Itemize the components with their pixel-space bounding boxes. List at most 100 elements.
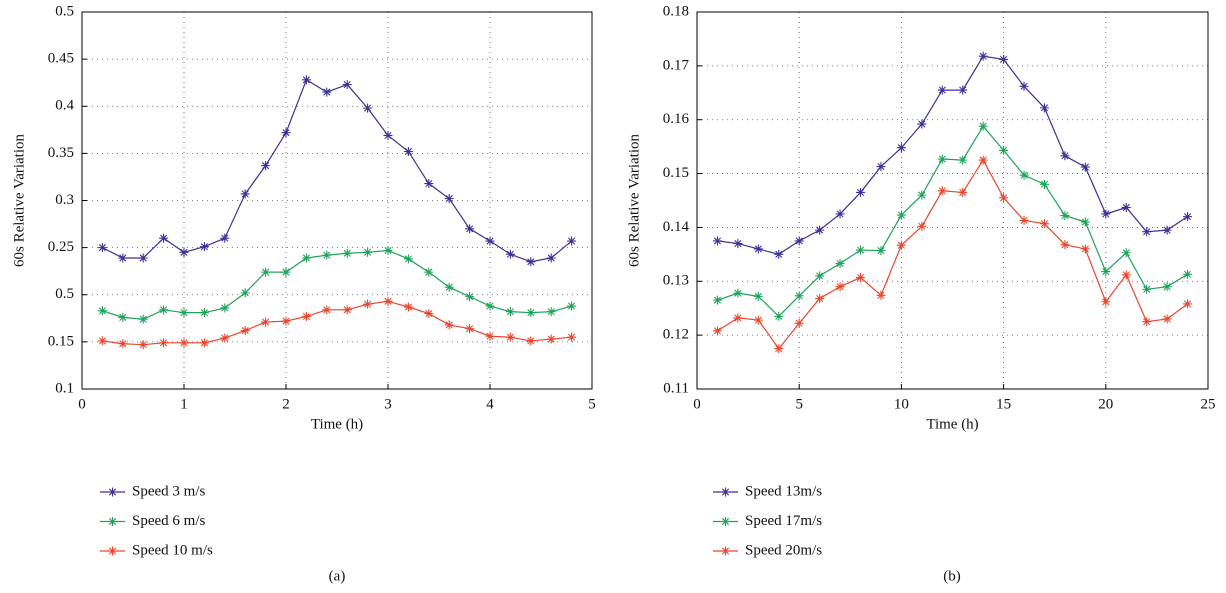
- data-marker: [917, 190, 927, 200]
- data-marker: [835, 282, 845, 292]
- data-marker: [505, 249, 515, 259]
- data-marker: [138, 253, 148, 263]
- data-marker: [1039, 219, 1049, 229]
- data-marker: [774, 249, 784, 259]
- data-marker: [159, 233, 169, 243]
- series-line: [102, 300, 572, 346]
- x-axis-label: Time (h): [311, 416, 363, 432]
- data-marker: [835, 259, 845, 269]
- data-marker: [444, 282, 454, 292]
- data-marker: [546, 253, 556, 263]
- data-marker: [774, 311, 784, 321]
- data-marker: [159, 338, 169, 348]
- data-marker: [444, 320, 454, 330]
- data-marker: [958, 155, 968, 165]
- x-tick-label: 0: [78, 396, 86, 412]
- data-marker: [1019, 81, 1029, 91]
- y-tick-label: 0.13: [663, 273, 689, 289]
- data-marker: [1142, 227, 1152, 237]
- data-marker: [363, 103, 373, 113]
- data-marker: [281, 316, 291, 326]
- y-tick-label: 0.14: [663, 219, 690, 235]
- y-axis-label: 60s Relative Variation: [626, 133, 642, 267]
- data-marker: [118, 312, 128, 322]
- data-marker: [240, 189, 250, 199]
- data-marker: [937, 85, 947, 95]
- data-marker: [301, 253, 311, 263]
- data-marker: [342, 80, 352, 90]
- x-tick-label: 2: [282, 396, 290, 412]
- data-marker: [876, 162, 886, 172]
- data-marker: [281, 128, 291, 138]
- data-marker: [220, 303, 230, 313]
- data-marker: [138, 314, 148, 324]
- legend-label: Speed 6 m/s: [132, 513, 205, 529]
- data-marker: [917, 119, 927, 129]
- y-tick-label: 0.16: [663, 111, 690, 127]
- data-marker: [917, 221, 927, 231]
- data-marker: [485, 236, 495, 246]
- data-marker: [896, 210, 906, 220]
- data-marker: [1060, 240, 1070, 250]
- x-tick-label: 10: [894, 396, 909, 412]
- data-marker: [485, 331, 495, 341]
- data-marker: [733, 313, 743, 323]
- data-marker: [999, 145, 1009, 155]
- y-tick-label: 0.25: [48, 239, 74, 255]
- data-marker: [281, 267, 291, 277]
- data-marker: [856, 273, 866, 283]
- data-marker: [815, 225, 825, 235]
- data-marker: [1183, 212, 1193, 222]
- data-marker: [322, 87, 332, 97]
- data-marker: [424, 309, 434, 319]
- y-tick-label: 0.5: [55, 286, 74, 302]
- y-tick-label: 0.1: [55, 380, 74, 396]
- series-line: [102, 78, 572, 263]
- data-marker: [978, 121, 988, 131]
- legend-marker: [108, 487, 117, 497]
- data-marker: [958, 85, 968, 95]
- x-tick-label: 4: [486, 396, 494, 412]
- data-marker: [567, 236, 577, 246]
- data-marker: [733, 288, 743, 298]
- data-marker: [1142, 284, 1152, 294]
- series-line: [717, 158, 1188, 350]
- data-marker: [1080, 162, 1090, 172]
- data-marker: [199, 242, 209, 252]
- data-marker: [1183, 299, 1193, 309]
- legend-label: Speed 13m/s: [745, 483, 822, 499]
- data-marker: [118, 253, 128, 263]
- y-tick-label: 0.35: [48, 145, 74, 161]
- data-marker: [978, 155, 988, 165]
- data-marker: [505, 332, 515, 342]
- data-marker: [505, 307, 515, 317]
- x-tick-label: 3: [384, 396, 392, 412]
- data-marker: [97, 306, 107, 316]
- legend-marker: [108, 517, 117, 526]
- plot-frame: [696, 11, 1209, 390]
- data-marker: [546, 334, 556, 344]
- y-tick-label: 0.5: [55, 3, 74, 19]
- x-tick-label: 1: [180, 396, 188, 412]
- data-marker: [403, 146, 413, 156]
- data-marker: [1080, 244, 1090, 254]
- data-marker: [179, 338, 189, 348]
- data-marker: [301, 75, 311, 85]
- data-marker: [403, 302, 413, 312]
- data-marker: [1019, 170, 1029, 180]
- y-tick-label: 0.11: [663, 380, 689, 396]
- data-marker: [424, 179, 434, 189]
- data-marker: [999, 193, 1009, 203]
- data-marker: [937, 154, 947, 164]
- data-marker: [712, 326, 722, 336]
- x-tick-label: 5: [795, 396, 803, 412]
- data-marker: [118, 339, 128, 349]
- y-tick-label: 0.15: [663, 165, 689, 181]
- data-marker: [1039, 103, 1049, 113]
- data-marker: [937, 186, 947, 196]
- legend-marker: [721, 546, 730, 556]
- data-marker: [322, 250, 332, 260]
- data-marker: [403, 254, 413, 264]
- data-marker: [526, 257, 536, 267]
